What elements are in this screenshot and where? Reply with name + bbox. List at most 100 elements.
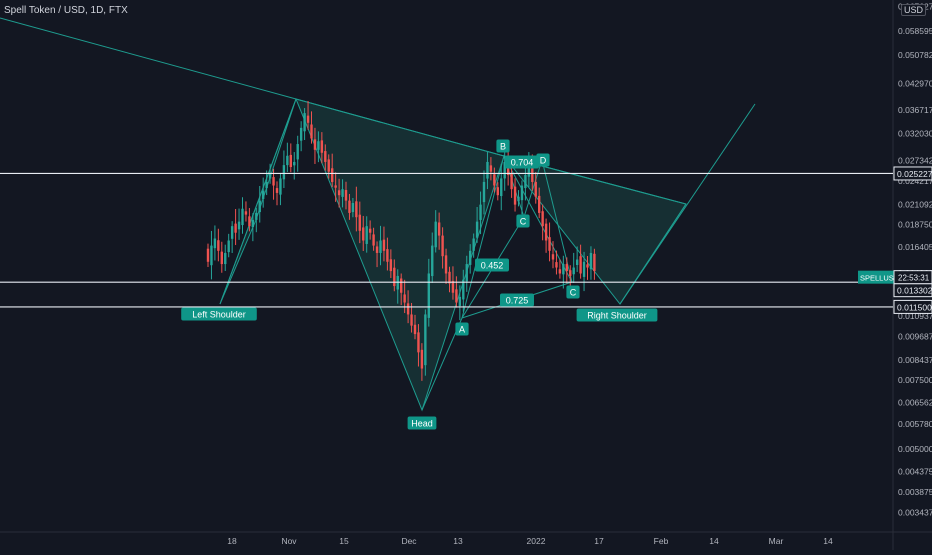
- candle: [241, 197, 244, 234]
- candle: [479, 191, 482, 235]
- candle: [386, 237, 389, 271]
- symbol-title[interactable]: Spell Token / USD, 1D, FTX: [4, 5, 128, 16]
- candle: [489, 157, 493, 181]
- candle-body: [217, 240, 220, 251]
- candle: [437, 212, 441, 250]
- pattern-label[interactable]: C: [566, 285, 580, 299]
- candle: [348, 193, 351, 220]
- pattern-label[interactable]: B: [496, 139, 510, 153]
- pattern-label[interactable]: Left Shoulder: [181, 307, 257, 321]
- pattern-label[interactable]: Right Shoulder: [576, 308, 658, 322]
- candle: [582, 251, 586, 292]
- candle-body: [258, 200, 261, 213]
- candle: [472, 233, 475, 258]
- candle: [375, 241, 379, 268]
- candle: [393, 259, 396, 292]
- pattern-label[interactable]: D: [536, 153, 550, 167]
- countdown-box: [893, 270, 932, 285]
- candle-body: [455, 289, 458, 303]
- candle: [220, 241, 223, 273]
- time-axis[interactable]: 18 Nov 15 Dec 13 2022 17 Feb 14 Mar 14: [227, 536, 833, 546]
- candle: [389, 249, 393, 279]
- candle: [365, 216, 368, 253]
- pattern-label[interactable]: 0.725: [500, 293, 534, 307]
- candle-body: [458, 296, 462, 306]
- left-shoulder-edge: [219, 98, 297, 305]
- candle: [310, 111, 313, 144]
- candle: [548, 222, 551, 262]
- candle-body: [337, 190, 341, 196]
- time-tick-label: 13: [453, 536, 463, 546]
- price-tag[interactable]: 0.0133025: [893, 283, 932, 298]
- candle: [255, 207, 258, 233]
- candle-body: [244, 211, 248, 215]
- price-tick-label: 0.0109375: [898, 311, 932, 321]
- candle: [320, 132, 324, 164]
- candle-body: [434, 221, 437, 248]
- price-tag[interactable]: 0.0252275: [893, 166, 932, 181]
- candle-body: [393, 267, 396, 287]
- candle-body: [375, 246, 379, 253]
- pattern-label[interactable]: A: [455, 322, 469, 336]
- candle-body: [555, 262, 558, 268]
- candle: [520, 180, 524, 215]
- candle: [230, 221, 234, 253]
- price-tag[interactable]: 0.0115000: [893, 299, 932, 314]
- pattern-label-bg: [536, 153, 550, 167]
- candle-body: [441, 235, 444, 257]
- candle-body: [310, 124, 313, 139]
- candle-body: [396, 275, 399, 290]
- candle-body: [234, 223, 237, 233]
- candle-body: [241, 208, 244, 226]
- price-tick-label: 0.0367175: [898, 105, 932, 115]
- candle-body: [265, 181, 268, 189]
- candle: [455, 276, 458, 308]
- harmonic-legs: [461, 154, 573, 319]
- projection-line: [619, 103, 756, 305]
- symbol-tag-box: [858, 270, 894, 284]
- currency-badge[interactable]: USD: [900, 4, 926, 16]
- candle-body: [520, 185, 524, 201]
- time-tick-label: 14: [709, 536, 719, 546]
- candle-body: [427, 273, 430, 318]
- candle: [400, 273, 403, 306]
- candle-body: [306, 115, 310, 123]
- candle: [313, 127, 317, 164]
- candle: [317, 131, 320, 163]
- candle-body: [538, 195, 541, 213]
- pattern-label[interactable]: C: [516, 214, 530, 228]
- candle-body: [579, 256, 582, 274]
- candle-body: [551, 254, 555, 260]
- pattern-label-text: C: [520, 217, 527, 227]
- candles-layer: [206, 101, 596, 381]
- candle: [337, 178, 341, 208]
- candle-body: [544, 223, 548, 241]
- descending-trendline: [0, 17, 687, 205]
- candle: [589, 246, 593, 280]
- candle-body: [451, 280, 455, 293]
- candle: [534, 172, 537, 204]
- candle-body: [299, 127, 303, 141]
- candle: [289, 143, 292, 173]
- candle-body: [268, 173, 272, 179]
- candle-body: [572, 267, 575, 275]
- pattern-label[interactable]: 0.704: [505, 155, 539, 169]
- candle-body: [527, 165, 531, 177]
- pattern-label[interactable]: 0.452: [475, 258, 509, 272]
- candle: [372, 227, 375, 251]
- pattern-label-bg: [566, 285, 580, 299]
- candle-body: [534, 181, 537, 197]
- candle-body: [324, 151, 327, 162]
- candle-body: [355, 201, 358, 218]
- candle-body: [413, 324, 417, 335]
- candle: [517, 190, 520, 207]
- pattern-label-text: B: [500, 142, 506, 152]
- candle-body: [351, 203, 355, 213]
- pattern-label[interactable]: Head: [407, 416, 437, 430]
- candle: [331, 153, 334, 188]
